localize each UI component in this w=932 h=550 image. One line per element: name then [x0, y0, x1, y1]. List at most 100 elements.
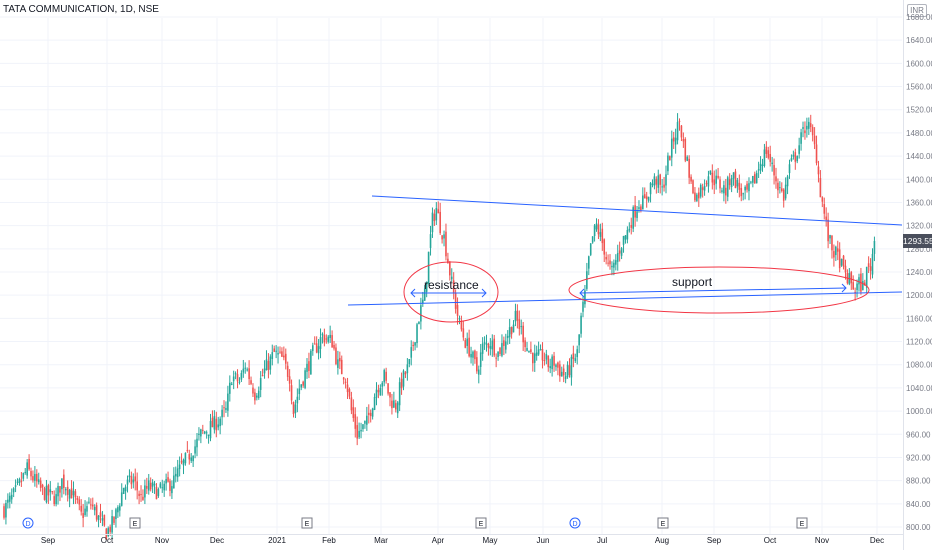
- candle-body: [547, 355, 550, 368]
- candle-body: [248, 368, 250, 380]
- time-axis[interactable]: Sep Oct Nov Dec 2021 Feb Mar Apr May Jun Jul Aug Sep…: [41, 536, 884, 545]
- candle: [564, 372, 567, 384]
- candle: [686, 155, 689, 162]
- candle-body: [719, 179, 721, 189]
- candle-body: [292, 402, 295, 415]
- candle: [381, 381, 384, 396]
- candle-body: [597, 224, 600, 235]
- candle: [186, 441, 189, 453]
- candle-body: [672, 137, 675, 142]
- candle-body: [41, 484, 44, 488]
- candle: [798, 137, 800, 159]
- candle-body: [371, 408, 374, 417]
- candle-body: [723, 185, 725, 194]
- candle: [377, 384, 380, 399]
- candle: [146, 477, 148, 494]
- candle-body: [335, 347, 337, 365]
- candle: [865, 266, 868, 294]
- candle-body: [698, 192, 700, 199]
- candle: [587, 255, 590, 276]
- candle-body: [634, 205, 636, 218]
- candle: [586, 262, 588, 291]
- candle-body: [331, 335, 333, 348]
- candle-body: [339, 357, 341, 362]
- candle: [16, 478, 19, 486]
- candle-body: [487, 344, 490, 348]
- candle: [10, 488, 13, 504]
- candle: [335, 343, 337, 366]
- candle: [804, 121, 806, 140]
- candle: [53, 490, 55, 507]
- currency-badge[interactable]: INR: [907, 4, 927, 17]
- candle: [856, 279, 858, 298]
- candle-body: [404, 372, 407, 375]
- candle: [215, 411, 218, 438]
- candle: [211, 410, 214, 428]
- candle-body: [364, 420, 366, 424]
- candle-body: [769, 153, 772, 162]
- candle: [203, 430, 206, 435]
- candle-body: [823, 204, 826, 214]
- candle: [173, 467, 175, 489]
- candle: [304, 367, 306, 390]
- candle: [535, 345, 538, 361]
- candle: [194, 439, 196, 459]
- earnings-marker: E: [301, 517, 313, 529]
- candle: [346, 377, 349, 400]
- candle: [402, 369, 405, 391]
- candle-body: [657, 175, 660, 188]
- candle-body: [713, 179, 716, 186]
- candle-body: [458, 318, 461, 320]
- candle: [688, 155, 690, 185]
- candle: [178, 456, 181, 477]
- candle: [18, 477, 21, 486]
- candle: [867, 256, 870, 274]
- candle-body: [366, 415, 368, 425]
- candle-body: [196, 438, 198, 448]
- candle: [669, 155, 671, 161]
- candle-body: [707, 176, 710, 187]
- candle-body: [757, 169, 760, 171]
- candle-body: [134, 476, 137, 482]
- candle: [809, 114, 812, 133]
- candle: [302, 380, 304, 388]
- candle-body: [93, 506, 96, 511]
- candle: [369, 409, 372, 423]
- candle-body: [344, 381, 347, 383]
- candle: [55, 487, 57, 507]
- candle-body: [464, 340, 467, 348]
- candle-body: [477, 369, 480, 375]
- candle-body: [91, 504, 94, 507]
- candle-body: [560, 371, 563, 377]
- time-tick-label: Oct: [764, 536, 777, 545]
- candle: [227, 385, 229, 417]
- candle-body: [825, 216, 827, 220]
- candle-body: [144, 485, 146, 498]
- candle-body: [618, 250, 621, 254]
- candle-body: [153, 483, 156, 486]
- candle-body: [82, 513, 84, 518]
- marker-letter: E: [133, 521, 138, 528]
- time-tick-label: Oct: [101, 536, 114, 545]
- candle: [327, 335, 330, 344]
- candle: [244, 362, 247, 374]
- price-tick-label: 1480.00: [906, 129, 932, 138]
- candle: [207, 434, 210, 444]
- resistance-label: resistance: [424, 278, 479, 292]
- candle-body: [815, 144, 818, 164]
- candle: [790, 154, 793, 162]
- candle-body: [300, 384, 303, 388]
- candle-body: [88, 501, 90, 503]
- candle-body: [640, 206, 642, 211]
- candle-body: [809, 123, 812, 128]
- candle: [263, 360, 266, 379]
- candle: [393, 391, 395, 409]
- candle-body: [603, 239, 606, 255]
- candle: [323, 328, 326, 347]
- candle: [466, 332, 468, 354]
- candle: [632, 205, 634, 233]
- candle: [120, 483, 123, 507]
- candle-body: [738, 182, 741, 190]
